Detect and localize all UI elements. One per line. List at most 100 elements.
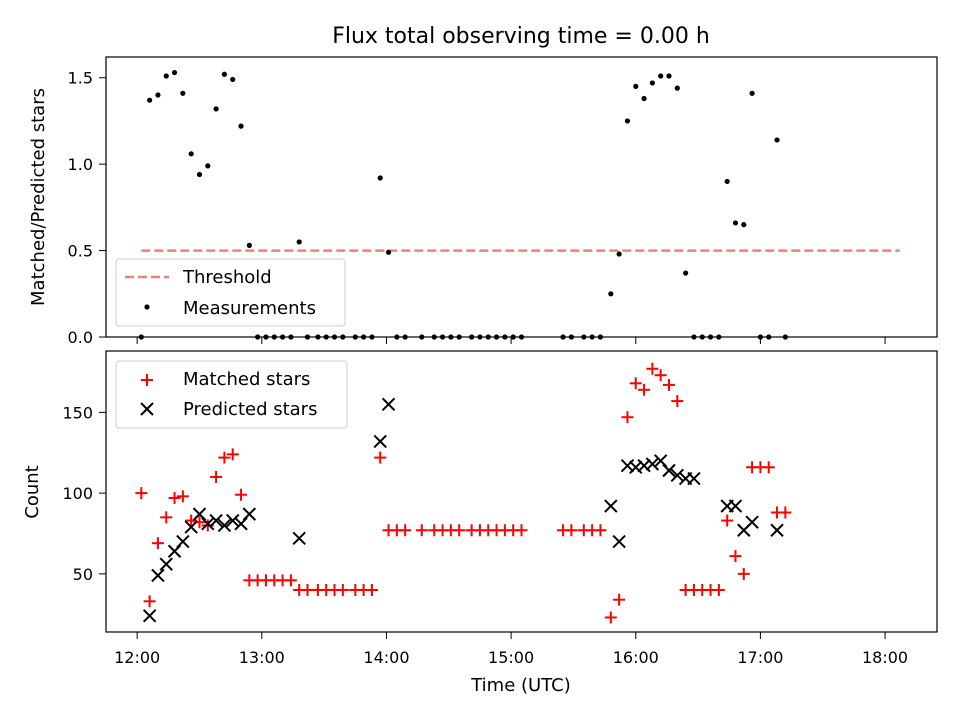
x-axis-label: Time (UTC): [470, 675, 571, 696]
top-y-tick-label: 0.5: [68, 242, 93, 261]
measurement-point: [493, 334, 500, 340]
predicted-star-point: [176, 534, 190, 549]
predicted-star-point: [201, 517, 215, 531]
measurement-point: [724, 178, 730, 185]
measurement-point: [288, 334, 294, 340]
measurement-point: [419, 334, 425, 340]
legend-measurements-label: Measurements: [183, 298, 316, 319]
bottom-y-tick-label: 150: [62, 403, 93, 422]
bottom-y-axis: 50 100 150: [62, 403, 106, 584]
measurement-point: [502, 334, 508, 340]
measurement-point: [624, 118, 631, 124]
bottom-x-tick-label: 15:00: [488, 648, 534, 667]
predicted-star-point: [226, 513, 240, 528]
measurement-point: [402, 334, 408, 340]
measurement-point: [439, 334, 446, 340]
measurement-point: [205, 163, 211, 169]
measurement-point: [699, 334, 705, 340]
matched-star-point: [671, 395, 684, 408]
predicted-star-point: [604, 499, 618, 513]
measurement-point: [774, 137, 780, 143]
matched-star-point: [235, 488, 248, 501]
measurement-point: [633, 83, 639, 89]
measurement-point: [340, 334, 346, 340]
predicted-star-point: [687, 471, 701, 486]
top-y-tick-label: 1.0: [68, 155, 93, 174]
measurement-point: [238, 123, 244, 129]
measurement-point: [757, 334, 764, 340]
matched-star-point: [604, 611, 617, 624]
figure-title: Flux total observing time = 0.00 h: [332, 24, 710, 49]
matched-star-point: [565, 524, 578, 537]
matched-star-point: [712, 584, 725, 597]
measurement-point: [716, 334, 722, 340]
measurement-point: [246, 242, 252, 248]
measurement-point: [213, 106, 219, 112]
measurement-point: [608, 291, 614, 297]
measurement-point: [431, 334, 437, 340]
matched-star-point: [176, 490, 189, 503]
measurement-point: [674, 85, 680, 91]
measurement-point: [560, 334, 566, 340]
matched-star-point: [729, 550, 742, 563]
legend-predicted-label: Predicted stars: [183, 399, 317, 420]
measurement-point: [331, 334, 338, 340]
measurement-point: [263, 334, 269, 340]
matched-star-point: [453, 524, 466, 537]
bottom-legend: Matched stars Predicted stars: [115, 360, 348, 429]
bottom-x-tick-label: 14:00: [363, 648, 409, 667]
measurement-point: [448, 334, 454, 340]
matched-star-point: [135, 487, 148, 500]
measurement-point: [188, 151, 194, 157]
measurement-point: [510, 334, 516, 340]
predicted-star-point: [373, 434, 387, 449]
measurement-point: [782, 334, 788, 340]
legend-measurements-swatch: [144, 304, 150, 310]
matched-star-point: [613, 593, 626, 606]
measurement-point: [296, 239, 302, 245]
bottom-plot-area: [135, 362, 792, 624]
measurement-point: [666, 73, 672, 79]
predicted-star-point: [770, 523, 784, 537]
predicted-star-point: [745, 515, 759, 529]
measurement-point: [230, 76, 236, 83]
measurement-point: [221, 71, 228, 77]
matched-star-point: [721, 514, 734, 527]
predicted-star-point: [217, 518, 232, 533]
measurement-point: [196, 171, 203, 178]
matched-star-point: [629, 377, 642, 390]
measurement-point: [377, 175, 383, 181]
matched-star-point: [374, 451, 387, 464]
matched-star-point: [399, 524, 412, 537]
measurement-point: [749, 90, 755, 96]
matched-star-point: [210, 470, 223, 483]
measurement-point: [581, 334, 587, 340]
bottom-x-axis: 12:00 13:00 14:00 15:00 16:00 17:00 18:00: [114, 632, 908, 667]
measurement-point: [469, 334, 475, 340]
legend-matched-label: Matched stars: [183, 369, 310, 390]
matched-star-point: [301, 584, 314, 597]
measurement-point: [271, 334, 277, 340]
measurement-point: [683, 270, 689, 276]
legend-threshold-label: Threshold: [182, 267, 272, 288]
predicted-star-point: [142, 609, 157, 623]
matched-star-point: [646, 362, 659, 375]
measurement-point: [477, 334, 483, 340]
matched-star-point: [762, 461, 775, 474]
matched-star-point: [515, 524, 528, 537]
measurement-point: [658, 73, 664, 79]
measurement-point: [691, 334, 697, 340]
top-y-tick-label: 0.0: [68, 328, 93, 347]
predicted-star-point: [184, 520, 198, 534]
bottom-x-tick-label: 16:00: [613, 648, 659, 667]
measurement-point: [616, 251, 622, 257]
matched-star-point: [779, 506, 792, 519]
measurement-point: [323, 334, 329, 340]
matched-star-point: [594, 524, 607, 537]
legend-matched-swatch: [141, 374, 153, 386]
matched-star-point: [415, 524, 428, 537]
measurement-point: [641, 95, 647, 102]
measurement-point: [180, 90, 186, 96]
bottom-y-tick-label: 100: [62, 484, 93, 503]
